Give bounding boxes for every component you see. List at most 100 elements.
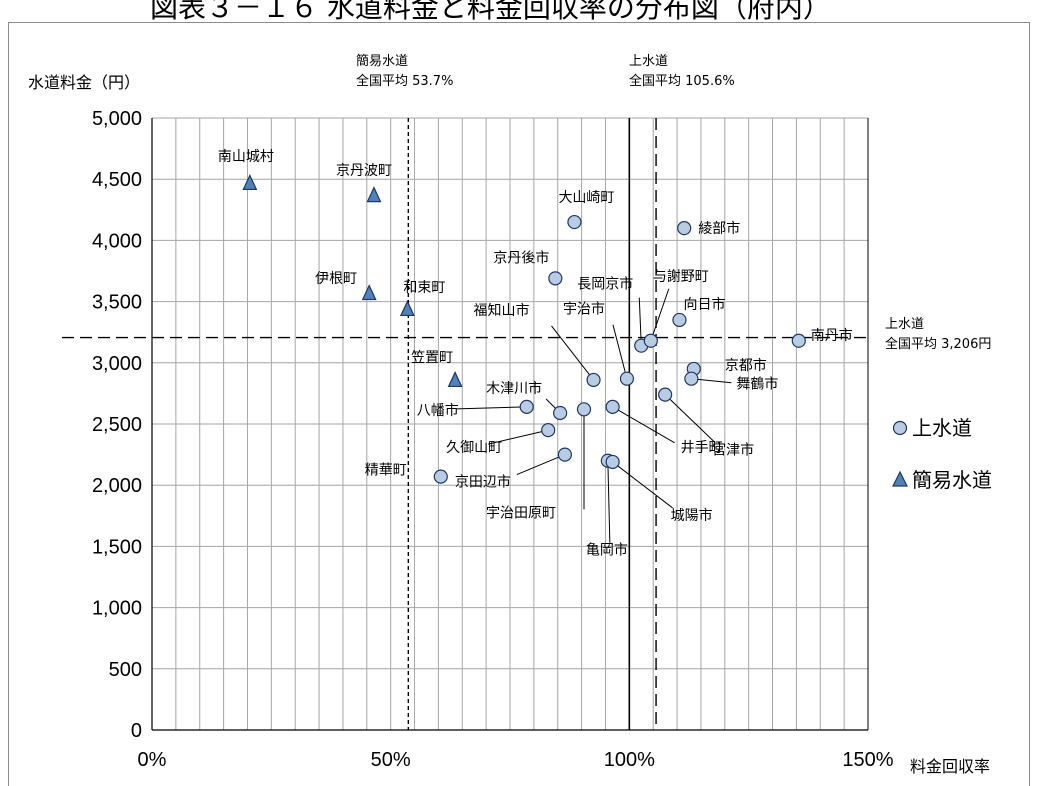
point-上水道 <box>567 214 582 230</box>
point-label: 京田辺市 <box>455 474 511 491</box>
reference-annotation: 簡易水道 <box>356 54 408 69</box>
axes <box>151 118 869 731</box>
point-上水道 <box>684 371 699 386</box>
y-tick-label: 2,500 <box>92 414 142 436</box>
point-上水道 <box>643 333 658 348</box>
point-label: 福知山市 <box>474 302 530 319</box>
point-上水道 <box>576 402 592 417</box>
chart-frame <box>8 22 1030 786</box>
x-axis-title: 料金回収率 <box>910 757 990 776</box>
point-label: 宇治市 <box>563 301 605 318</box>
point-label: 向日市 <box>683 296 725 313</box>
point-label: 長岡京市 <box>577 276 633 293</box>
point-label: 大山崎町 <box>558 190 614 206</box>
point-label: 八幡市 <box>417 402 459 419</box>
y-tick-label: 1,000 <box>92 598 142 620</box>
y-tick-label: 4,000 <box>92 230 142 252</box>
point-label: 宮津市 <box>712 442 754 459</box>
reference-annotation: 全国平均 105.6% <box>629 73 735 89</box>
x-tick-label: 100% <box>604 749 655 771</box>
point-label: 京丹後市 <box>493 249 549 266</box>
legend-marker <box>892 420 908 436</box>
point-簡易水道 <box>242 173 258 190</box>
leader-line <box>488 429 549 445</box>
point-上水道 <box>791 333 806 348</box>
point-上水道 <box>677 221 692 236</box>
leader-line <box>551 325 594 381</box>
point-label: 綾部市 <box>698 220 740 237</box>
point-上水道 <box>605 399 620 414</box>
point-簡易水道 <box>399 300 415 317</box>
point-簡易水道 <box>447 371 463 388</box>
point-label: 南山城村 <box>218 149 274 165</box>
point-label: 舞鶴市 <box>736 376 778 393</box>
point-label: 城陽市 <box>671 507 713 524</box>
point-label: 宇治田原町 <box>486 505 556 521</box>
leader-line <box>456 406 527 410</box>
point-label: 井手町 <box>681 440 723 456</box>
y-tick-label: 3,000 <box>92 353 142 375</box>
leader-line <box>607 460 611 543</box>
reference-lines <box>62 118 868 730</box>
point-label: 笠置町 <box>411 350 453 366</box>
leader-line <box>612 406 675 444</box>
y-tick-label: 0 <box>131 720 142 742</box>
grid-lines <box>152 117 868 730</box>
point-label: 京丹波町 <box>336 163 392 179</box>
point-上水道 <box>658 387 673 402</box>
y-tick-label: 500 <box>109 659 142 681</box>
legend-marker <box>892 470 908 487</box>
point-label: 与謝野町 <box>653 269 709 285</box>
x-tick-label: 50% <box>371 749 411 771</box>
reference-annotation: 全国平均 53.7% <box>356 73 453 89</box>
point-label: 伊根町 <box>315 271 357 287</box>
chart-title: 図表３－１６ 水道料金と料金回収率の分布図（府内） <box>150 0 831 24</box>
y-axis-title: 水道料金（円） <box>28 73 140 92</box>
reference-annotation: 上水道 <box>629 54 668 69</box>
reference-annotation: 全国平均 3,206円 <box>885 336 991 352</box>
axis-titles: 水道料金（円） 料金回収率 <box>28 73 990 776</box>
point-上水道 <box>553 405 568 421</box>
reference-annotation: 上水道 <box>885 317 924 332</box>
point-上水道 <box>557 447 572 462</box>
point-label: 木津川市 <box>486 380 542 397</box>
point-上水道 <box>519 399 534 414</box>
point-上水道 <box>433 469 448 484</box>
leader-line <box>612 461 673 509</box>
leader-line <box>612 324 628 379</box>
point-上水道 <box>541 423 556 438</box>
data-points <box>242 173 806 484</box>
point-簡易水道 <box>366 186 382 203</box>
point-簡易水道 <box>361 284 377 301</box>
leader-line <box>650 288 670 341</box>
point-label: 精華町 <box>365 463 407 479</box>
y-tick-label: 3,500 <box>92 292 142 314</box>
legend-label: 上水道 <box>912 416 972 440</box>
y-tick-label: 2,000 <box>92 475 142 497</box>
legend-label: 簡易水道 <box>912 468 992 492</box>
point-上水道 <box>548 271 563 286</box>
leader-lines <box>456 288 732 543</box>
point-label: 亀岡市 <box>586 542 628 559</box>
point-label: 和束町 <box>403 280 445 296</box>
point-label: 京都市 <box>725 357 767 374</box>
y-tick-label: 1,500 <box>92 536 142 558</box>
leader-line <box>516 454 566 476</box>
point-上水道 <box>672 312 687 328</box>
y-tick-label: 5,000 <box>92 108 142 130</box>
x-tick-label: 150% <box>842 749 893 771</box>
tick-labels: 0 500 1,000 1,500 2,000 2,500 3,000 3,500 4,000 4… <box>92 108 894 771</box>
y-tick-label: 4,500 <box>92 169 142 191</box>
x-tick-label: 0% <box>138 749 167 771</box>
leader-line <box>638 297 642 346</box>
point-label: 南丹市 <box>811 327 853 344</box>
point-上水道 <box>619 371 635 386</box>
point-上水道 <box>586 372 601 388</box>
point-上水道 <box>605 454 620 470</box>
leader-line <box>664 394 716 443</box>
point-label: 久御山町 <box>446 440 502 456</box>
